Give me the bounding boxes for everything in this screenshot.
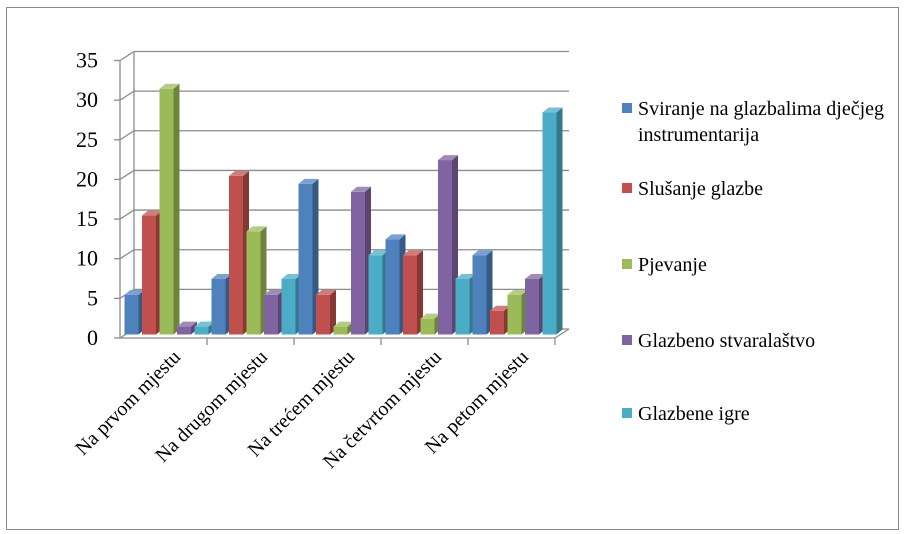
legend-item: Slušanje glazbe: [622, 176, 763, 202]
bar: [264, 294, 278, 335]
gridline-side: [119, 50, 135, 62]
bar: [525, 279, 539, 335]
gridline-side: [119, 249, 135, 260]
bar-top: [264, 289, 284, 295]
y-tick-label: 5: [87, 285, 98, 310]
legend-label: Slušanje glazbe: [638, 178, 763, 200]
bar-side: [330, 289, 336, 335]
bar: [455, 279, 470, 335]
gridline-side: [119, 130, 135, 141]
bar-top: [385, 234, 406, 240]
y-tick-label: 20: [76, 166, 98, 191]
legend-item: Pjevanje: [622, 252, 707, 278]
bar: [194, 326, 209, 335]
bar: [351, 191, 365, 335]
y-tick-label: 35: [76, 48, 98, 73]
bar: [246, 231, 261, 335]
y-tick-label: 30: [76, 87, 98, 112]
bar-top: [298, 178, 319, 184]
legend-item: Glazbene igre: [622, 401, 750, 427]
bar: [333, 326, 348, 335]
y-tick-label: 25: [76, 127, 98, 152]
legend-item: Glazbeno stvaralaštvo: [622, 328, 815, 354]
bar-top: [142, 210, 162, 216]
bar: [316, 294, 330, 335]
floor-edge: [554, 328, 570, 339]
bar-top: [281, 274, 302, 279]
bar-top: [490, 305, 510, 311]
bar: [124, 294, 139, 335]
gridline-side: [119, 169, 135, 180]
legend-swatch: [622, 408, 632, 418]
bar-top: [455, 274, 476, 279]
bar-top: [542, 107, 563, 113]
bar-top: [316, 289, 336, 295]
bar-top: [246, 226, 267, 232]
legend-item: Sviranje na glazbalima dječjeg instrumen…: [622, 96, 888, 148]
legend-label: Sviranje na glazbalima dječjeg instrumen…: [638, 98, 885, 146]
bar: [142, 215, 156, 335]
bar-top: [420, 313, 441, 319]
bar: [281, 279, 296, 335]
bar: [211, 279, 226, 335]
bar-top: [333, 321, 354, 327]
legend-swatch: [622, 259, 632, 269]
legend-label: Glazbeno stvaralaštvo: [638, 330, 816, 352]
legend-swatch: [622, 335, 632, 345]
bar: [420, 318, 435, 335]
bar: [385, 239, 400, 335]
bar-side: [556, 107, 563, 335]
y-tick-label: 10: [76, 246, 98, 271]
bar-side: [173, 83, 180, 335]
bar: [298, 183, 313, 335]
bar-top: [507, 289, 528, 295]
bar: [542, 112, 557, 335]
legend-swatch: [622, 183, 632, 193]
bar: [472, 255, 487, 335]
gridline-side: [119, 90, 135, 101]
bar-top: [194, 321, 215, 327]
bar-top: [438, 155, 458, 161]
bar-top: [403, 250, 423, 256]
legend-swatch: [622, 103, 632, 113]
y-tick-label: 0: [87, 325, 98, 350]
bar-top: [229, 170, 249, 176]
bar-top: [177, 321, 197, 327]
legend-label: Glazbene igre: [638, 403, 750, 425]
bar-side: [417, 250, 423, 335]
bar: [159, 88, 174, 335]
bar: [177, 326, 191, 335]
bar: [403, 255, 417, 335]
bar: [438, 160, 452, 335]
bar-top: [351, 186, 371, 192]
bar-top: [159, 83, 180, 89]
bar-top: [124, 289, 145, 295]
y-tick-label: 15: [76, 206, 98, 231]
bar-top: [368, 250, 389, 256]
bar-top: [525, 274, 545, 279]
bar: [490, 310, 504, 335]
gridline-side: [119, 209, 135, 220]
bar-top: [472, 250, 493, 256]
bar: [229, 175, 243, 335]
bar-top: [211, 274, 232, 279]
bar: [368, 255, 383, 335]
bar-side: [191, 321, 197, 335]
legend-label: Pjevanje: [638, 254, 707, 276]
bar: [507, 294, 522, 335]
